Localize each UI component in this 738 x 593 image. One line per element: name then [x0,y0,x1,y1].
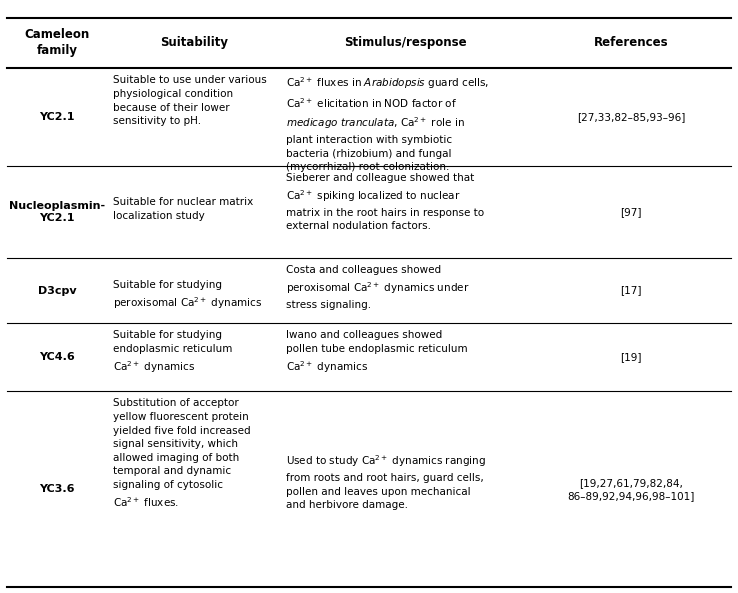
Text: Suitable for studying
endoplasmic reticulum
Ca$^{2+}$ dynamics: Suitable for studying endoplasmic reticu… [113,330,232,375]
Text: Sieberer and colleague showed that
Ca$^{2+}$ spiking localized to nuclear
matrix: Sieberer and colleague showed that Ca$^{… [286,173,484,231]
Text: Costa and colleagues showed
peroxisomal Ca$^{2+}$ dynamics under
stress signalin: Costa and colleagues showed peroxisomal … [286,265,469,310]
Text: Ca$^{2+}$ fluxes in $\it{Arabidopsis}$ guard cells,
Ca$^{2+}$ elicitation in NOD: Ca$^{2+}$ fluxes in $\it{Arabidopsis}$ g… [286,75,489,172]
Text: Nucleoplasmin-
YC2.1: Nucleoplasmin- YC2.1 [9,201,106,223]
Text: References: References [593,37,669,49]
Text: [17]: [17] [620,286,642,295]
Text: [19]: [19] [620,352,642,362]
Text: Suitable for studying
peroxisomal Ca$^{2+}$ dynamics: Suitable for studying peroxisomal Ca$^{2… [113,280,262,311]
Text: YC4.6: YC4.6 [39,352,75,362]
Text: [97]: [97] [620,207,642,217]
Text: Used to study Ca$^{2+}$ dynamics ranging
from roots and root hairs, guard cells,: Used to study Ca$^{2+}$ dynamics ranging… [286,454,486,510]
Text: Iwano and colleagues showed
pollen tube endoplasmic reticulum
Ca$^{2+}$ dynamics: Iwano and colleagues showed pollen tube … [286,330,468,375]
Text: YC3.6: YC3.6 [39,484,75,494]
Text: Cameleon
family: Cameleon family [24,28,90,58]
Text: D3cpv: D3cpv [38,286,77,295]
Text: Stimulus/response: Stimulus/response [345,37,467,49]
Text: [27,33,82–85,93–96]: [27,33,82–85,93–96] [577,112,685,122]
Text: Suitable to use under various
physiological condition
because of their lower
sen: Suitable to use under various physiologi… [113,75,266,126]
Text: [19,27,61,79,82,84,
86–89,92,94,96,98–101]: [19,27,61,79,82,84, 86–89,92,94,96,98–10… [568,477,694,501]
Text: YC2.1: YC2.1 [39,112,75,122]
Text: Substitution of acceptor
yellow fluorescent protein
yielded five fold increased
: Substitution of acceptor yellow fluoresc… [113,398,250,509]
Text: Suitable for nuclear matrix
localization study: Suitable for nuclear matrix localization… [113,197,253,221]
Text: Suitability: Suitability [159,37,228,49]
